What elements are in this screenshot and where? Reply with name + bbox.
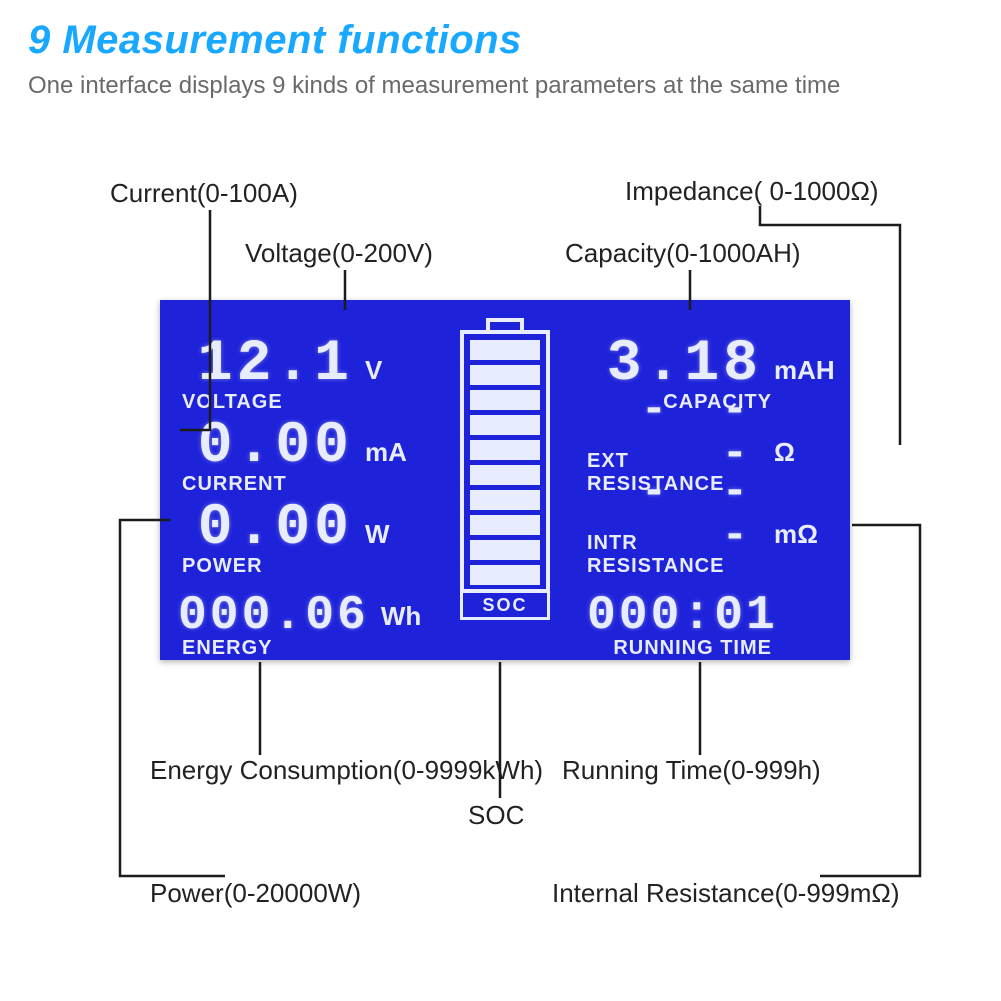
lcd-power-value: 0.00 — [178, 500, 353, 558]
battery-segment — [470, 565, 540, 585]
callout-current: Current(0-100A) — [110, 178, 298, 209]
battery-segment — [470, 465, 540, 485]
battery-segment — [470, 440, 540, 460]
lcd-energy-value: 000.06 — [178, 592, 369, 640]
callout-impedance: Impedance( 0-1000Ω) — [625, 176, 879, 207]
lcd-row-voltage: 12.1 V VOLTAGE — [178, 312, 423, 394]
lcd-runtime-label: RUNNING TIME — [613, 637, 772, 660]
lcd-row-energy: 000.06 Wh ENERGY — [178, 558, 423, 640]
page-title: 9 Measurement functions — [28, 18, 522, 63]
lcd-capacity-unit: mAH — [774, 355, 832, 394]
lcd-current-value: 0.00 — [178, 418, 353, 476]
lcd-extres-unit: Ω — [774, 437, 832, 476]
lcd-display: 12.1 V VOLTAGE 0.00 mA CURRENT 0.00 W PO… — [160, 300, 850, 660]
lcd-row-extres: - - - Ω EXT RESISTANCE — [587, 394, 832, 476]
lcd-voltage-value: 12.1 — [178, 336, 353, 394]
callout-power: Power(0-20000W) — [150, 878, 361, 909]
lcd-intres-unit: mΩ — [774, 519, 832, 558]
battery-segment — [470, 340, 540, 360]
lcd-power-unit: W — [365, 519, 423, 558]
battery-body — [460, 330, 550, 593]
lcd-right-column: 3.18 mAH CAPACITY - - - Ω EXT RESISTANCE… — [587, 312, 832, 648]
callout-intres: Internal Resistance(0-999mΩ) — [552, 878, 899, 909]
lcd-row-runtime: 000:01 RUNNING TIME — [587, 558, 832, 640]
battery-soc-label: SOC — [460, 593, 550, 620]
lcd-runtime-value: 000:01 — [587, 592, 778, 640]
battery-segment — [470, 415, 540, 435]
lcd-row-power: 0.00 W POWER — [178, 476, 423, 558]
lcd-row-current: 0.00 mA CURRENT — [178, 394, 423, 476]
callout-running: Running Time(0-999h) — [562, 755, 821, 786]
battery-soc-icon: SOC — [460, 318, 550, 620]
lcd-energy-unit: Wh — [381, 601, 423, 640]
lcd-row-capacity: 3.18 mAH CAPACITY — [587, 312, 832, 394]
lcd-energy-label: ENERGY — [182, 637, 272, 660]
lcd-voltage-unit: V — [365, 355, 423, 394]
callout-energy: Energy Consumption(0-9999kWh) — [150, 755, 543, 786]
lcd-runtime-unit — [790, 632, 832, 640]
lcd-left-column: 12.1 V VOLTAGE 0.00 mA CURRENT 0.00 W PO… — [178, 312, 423, 648]
callout-voltage: Voltage(0-200V) — [245, 238, 433, 269]
battery-segment — [470, 490, 540, 510]
page-subtitle: One interface displays 9 kinds of measur… — [28, 72, 840, 100]
battery-segment — [470, 365, 540, 385]
battery-segment — [470, 540, 540, 560]
callout-soc: SOC — [468, 800, 524, 831]
battery-segment — [470, 390, 540, 410]
battery-segment — [470, 515, 540, 535]
lcd-current-unit: mA — [365, 437, 423, 476]
callout-capacity: Capacity(0-1000AH) — [565, 238, 801, 269]
lcd-row-intres: - - - mΩ INTR RESISTANCE — [587, 476, 832, 558]
